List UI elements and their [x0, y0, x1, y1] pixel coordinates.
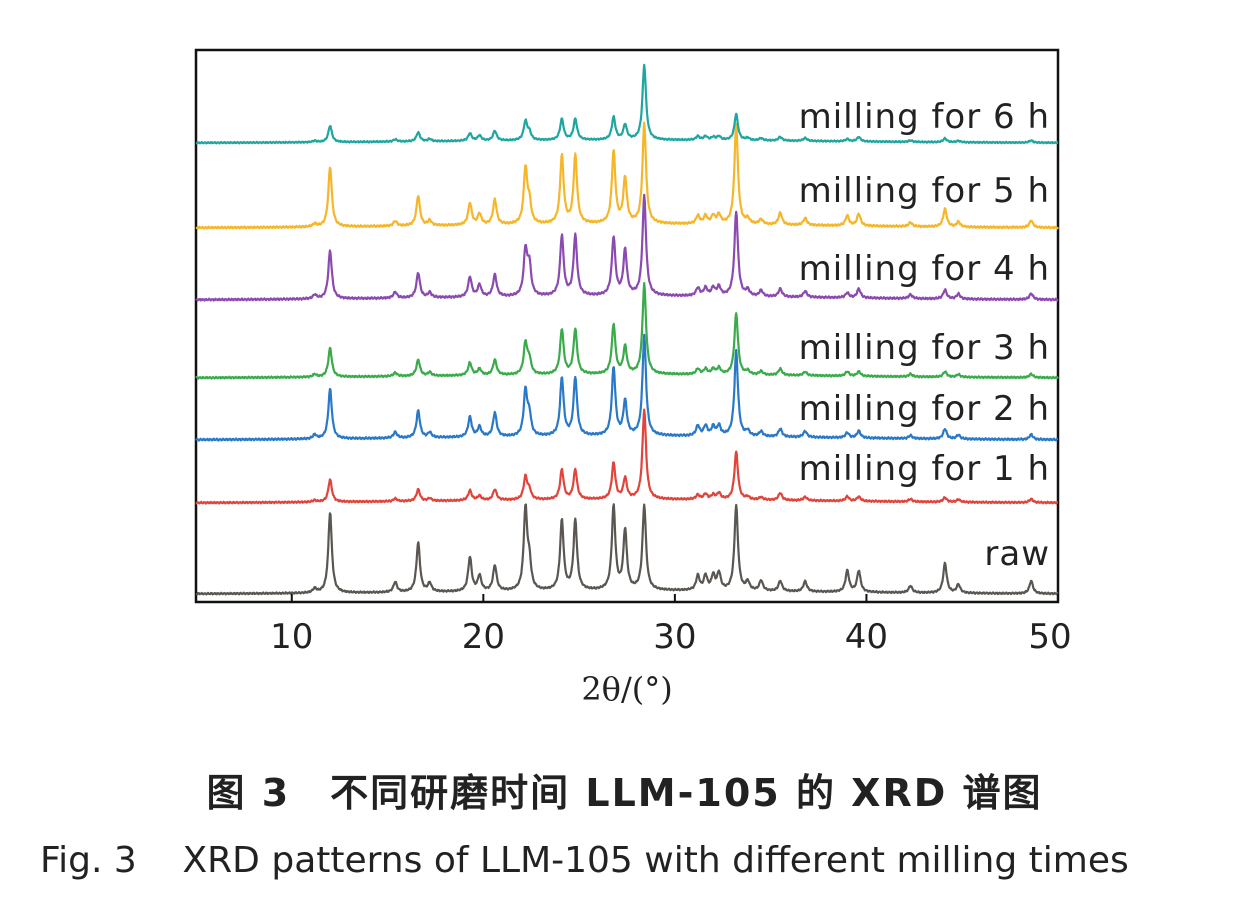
xrd-chart: raw milling for 1 h milling for 2 h milling… — [194, 48, 1072, 708]
plot-frame — [194, 48, 1060, 604]
figure-caption-chinese: 图 3 不同研磨时间 LLM-105 的 XRD 谱图 — [206, 771, 1043, 815]
x-tick-label-40: 40 — [845, 617, 888, 657]
series-line-raw — [195, 503, 1059, 596]
series-line-5h — [195, 121, 1059, 230]
series-line-1h — [195, 408, 1059, 505]
traces-group — [195, 63, 1059, 596]
series-line-6h — [195, 63, 1059, 145]
x-tick-label-30: 30 — [653, 617, 696, 657]
series-label-raw: raw — [984, 534, 1050, 574]
series-label-5h: milling for 5 h — [799, 171, 1050, 211]
series-label-2h: milling for 2 h — [799, 389, 1050, 429]
x-tick-label-50: 50 — [1028, 617, 1071, 657]
x-tick-label-20: 20 — [462, 617, 505, 657]
series-label-6h: milling for 6 h — [799, 97, 1050, 137]
x-axis-title: 2θ/(°) — [581, 670, 672, 708]
series-line-2h — [195, 333, 1059, 442]
series-line-3h — [195, 282, 1059, 380]
series-line-4h — [195, 193, 1059, 302]
series-label-4h: milling for 4 h — [799, 249, 1050, 289]
series-label-1h: milling for 1 h — [799, 449, 1050, 489]
series-labels-group: raw milling for 1 h milling for 2 h milling… — [799, 97, 1050, 574]
figure-caption-english: Fig. 3 XRD patterns of LLM-105 with diff… — [40, 840, 1129, 881]
x-axis-ticks: 10 20 30 40 50 — [270, 594, 1072, 657]
x-tick-label-10: 10 — [270, 617, 313, 657]
series-label-3h: milling for 3 h — [799, 328, 1050, 368]
